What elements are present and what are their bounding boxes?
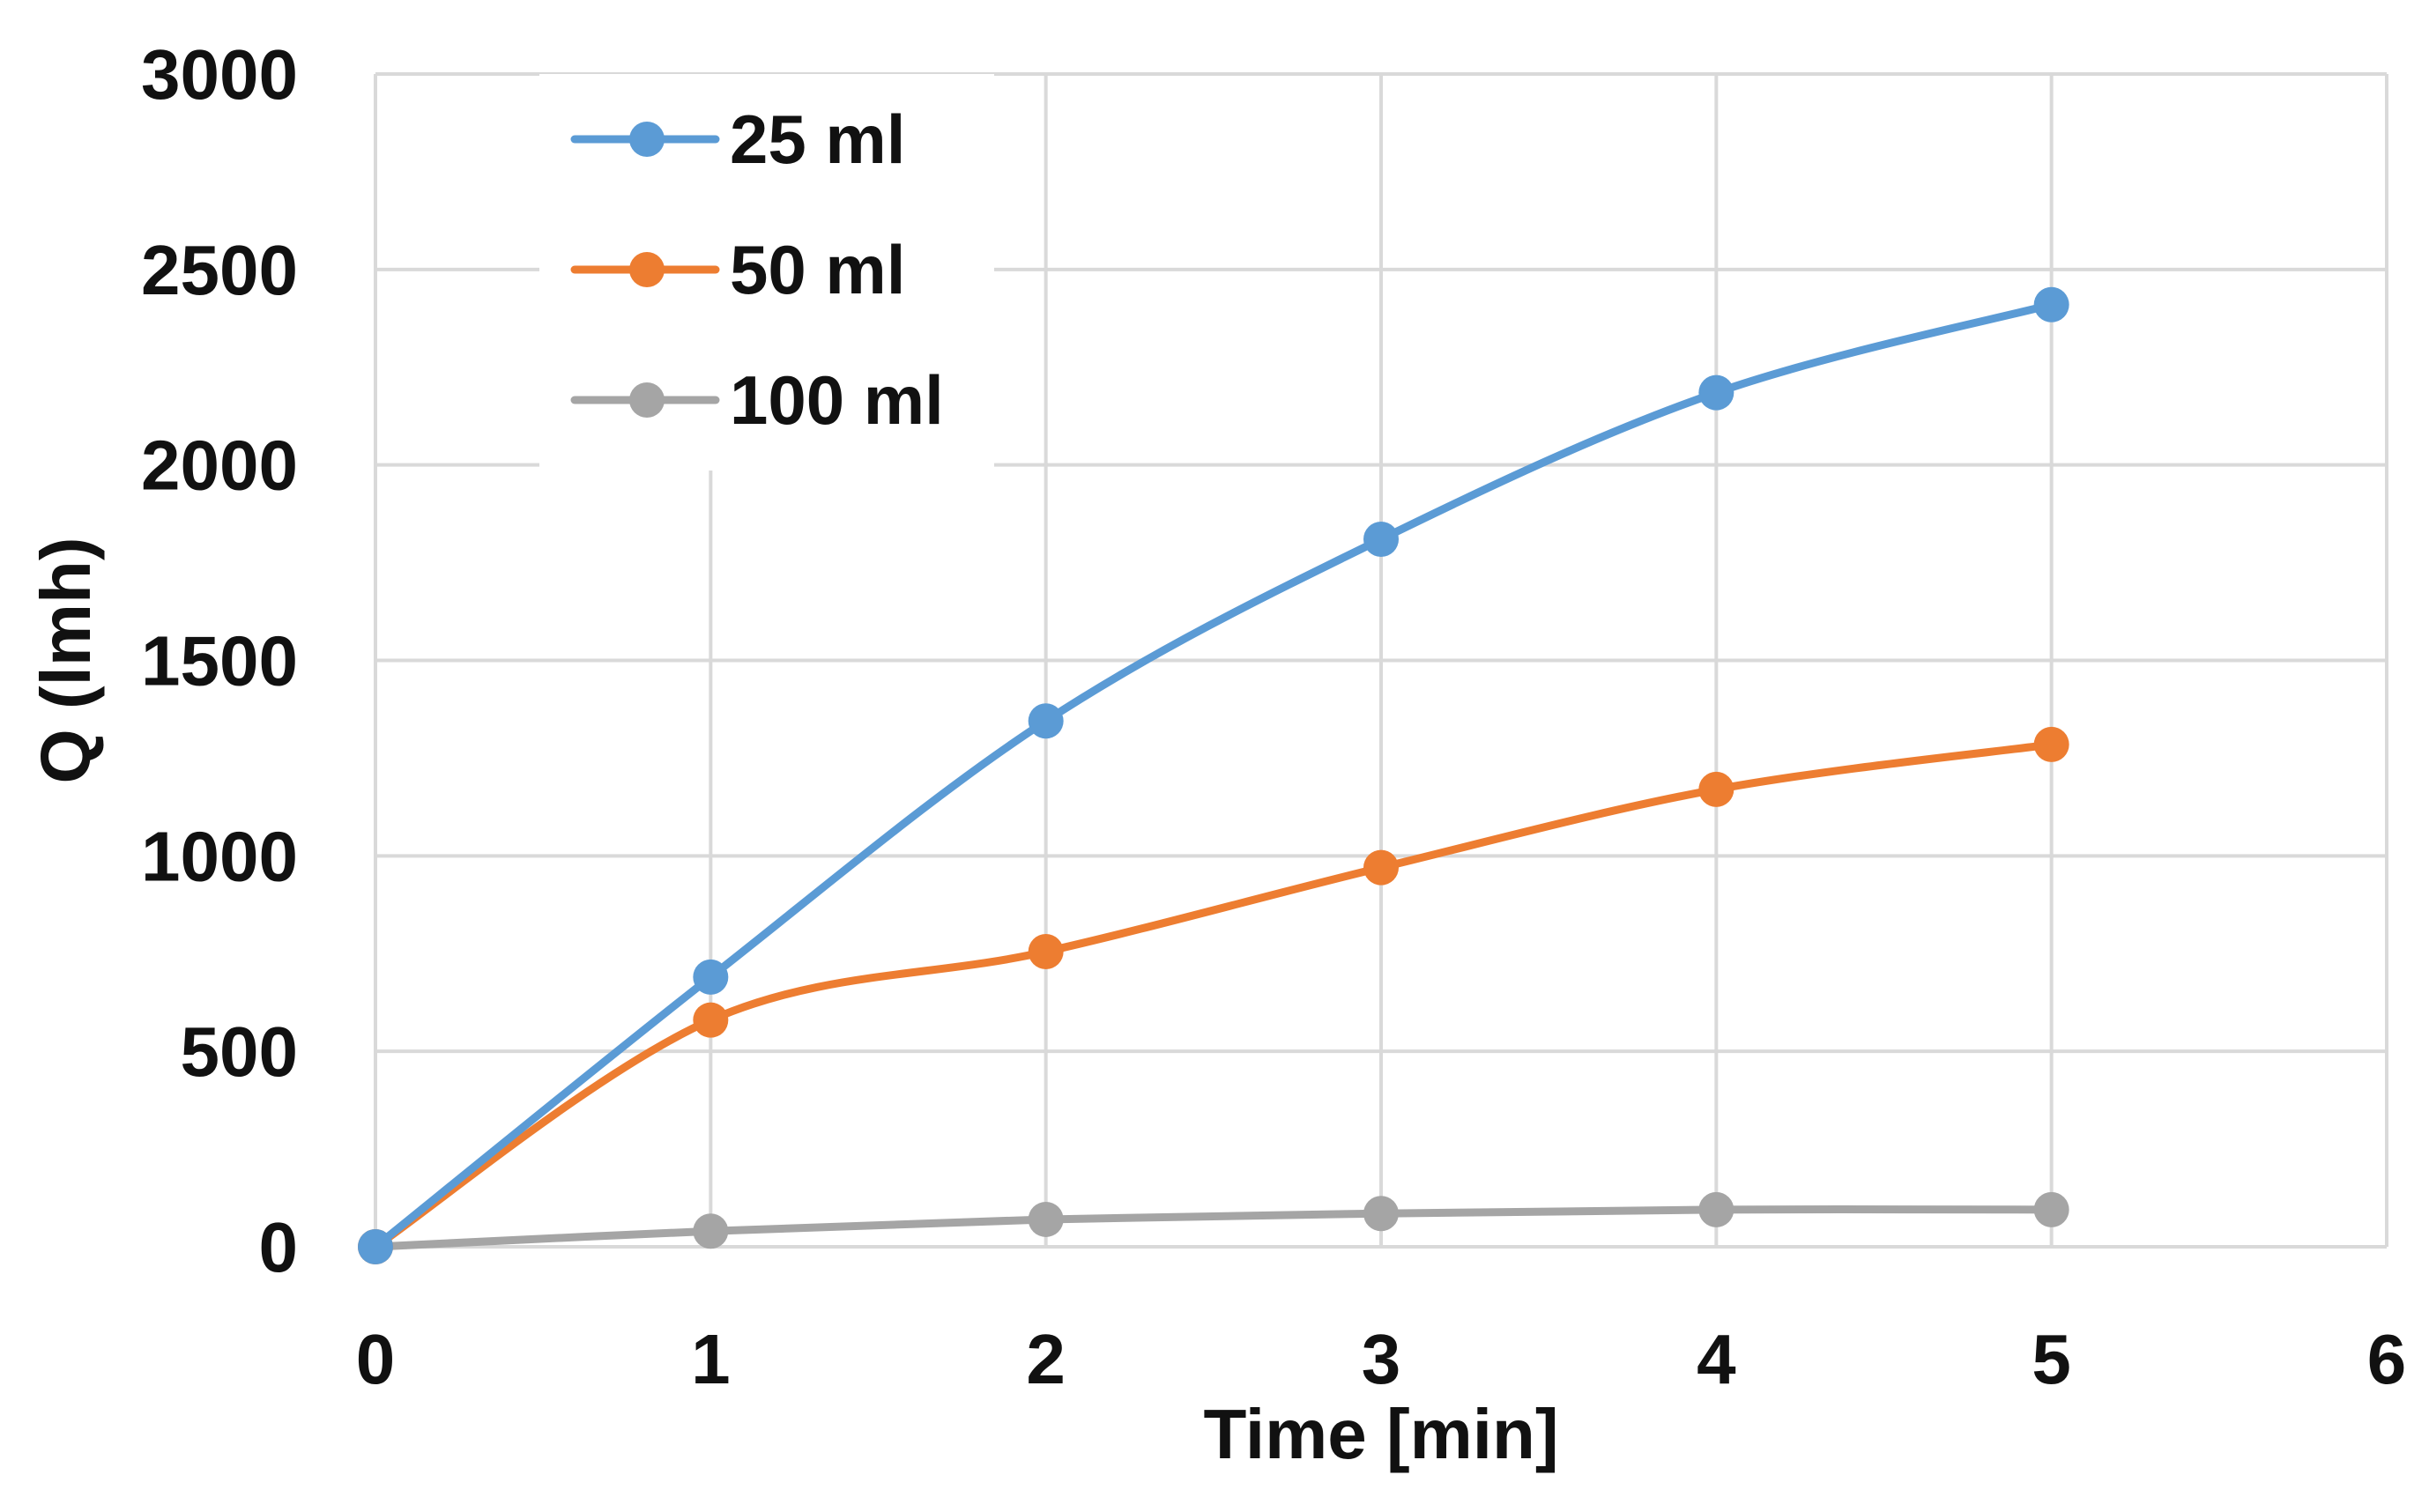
data-point-50-ml: [693, 1002, 729, 1038]
data-point-50-ml: [2033, 726, 2069, 762]
x-axis-title: Time [min]: [1203, 1395, 1558, 1473]
legend-marker-50-ml: [629, 252, 665, 287]
series-line-50-ml: [371, 740, 2056, 1251]
x-tick-label: 1: [691, 1320, 731, 1398]
data-point-100-ml: [1363, 1196, 1399, 1232]
legend-label-50-ml: 50 ml: [730, 231, 905, 308]
data-point-50-ml: [1363, 849, 1399, 886]
x-tick-label: 5: [2032, 1320, 2071, 1398]
data-point-25-ml: [2033, 286, 2069, 322]
data-point-100-ml: [693, 1213, 729, 1249]
data-point-50-ml: [1028, 934, 1064, 970]
data-point-25-ml: [358, 1229, 393, 1264]
series-line-25-ml: [371, 300, 2056, 1251]
data-point-25-ml: [1363, 521, 1399, 557]
data-point-100-ml: [2033, 1191, 2069, 1227]
x-axis-ticks: 0 1 2 3 4 5 6: [356, 1320, 2407, 1398]
y-tick-label: 2000: [141, 426, 298, 505]
data-point-100-ml: [1028, 1201, 1064, 1237]
x-tick-label: 6: [2367, 1320, 2407, 1398]
y-tick-label: 1000: [141, 817, 298, 895]
y-tick-label: 2500: [141, 231, 298, 309]
data-point-25-ml: [1028, 703, 1064, 739]
legend-label-100-ml: 100 ml: [730, 361, 944, 439]
x-tick-label: 2: [1026, 1320, 1066, 1398]
legend-marker-100-ml: [629, 382, 665, 418]
y-tick-label: 1500: [141, 622, 298, 700]
y-tick-label: 3000: [141, 35, 298, 114]
y-tick-label: 0: [259, 1208, 299, 1286]
data-point-25-ml: [693, 959, 729, 995]
x-tick-label: 3: [1362, 1320, 1401, 1398]
data-point-50-ml: [1698, 771, 1734, 807]
series-line-100-ml: [371, 1205, 2056, 1251]
y-axis-title: Q (lmh): [26, 537, 105, 784]
y-axis-ticks: 0 500 1000 1500 2000 2500 3000: [141, 35, 298, 1286]
x-tick-label: 4: [1697, 1320, 1736, 1398]
data-point-25-ml: [1698, 374, 1734, 411]
legend-marker-25-ml: [629, 122, 665, 157]
data-series: [358, 286, 2069, 1264]
legend-label-25-ml: 25 ml: [730, 100, 905, 178]
legend: 25 ml 50 ml 100 ml: [539, 74, 994, 471]
y-tick-label: 500: [181, 1012, 298, 1091]
data-point-100-ml: [1698, 1191, 1734, 1227]
x-tick-label: 0: [356, 1320, 396, 1398]
